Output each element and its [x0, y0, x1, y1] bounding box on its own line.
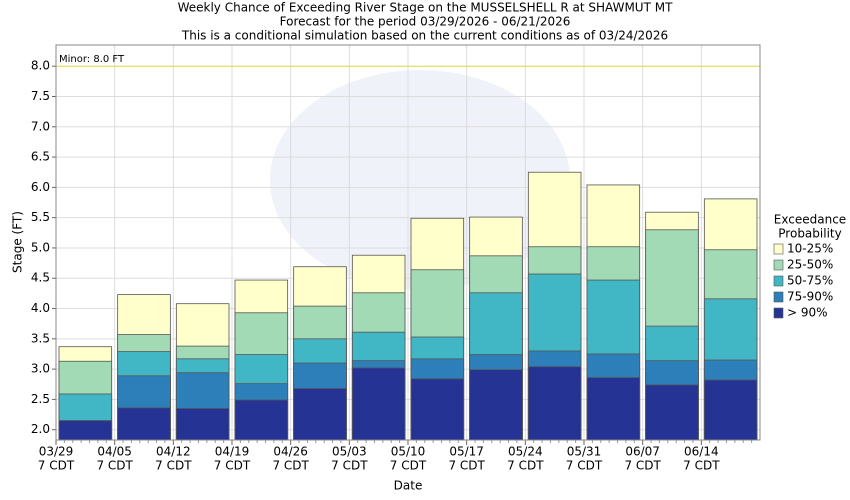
- legend-swatch: [773, 243, 784, 255]
- x-tick-label: 04/05: [97, 445, 132, 459]
- x-tick-sublabel: 7 CDT: [96, 459, 133, 473]
- x-tick-sublabel: 7 CDT: [624, 459, 661, 473]
- threshold-label: Minor: 8.0 FT: [59, 54, 125, 65]
- x-tick-label: 04/12: [156, 445, 191, 459]
- plot-border: [55, 44, 761, 441]
- x-tick-sublabel: 7 CDT: [390, 459, 427, 473]
- y-tick-label: 2.0: [31, 422, 50, 436]
- x-tick-sublabel: 7 CDT: [566, 459, 603, 473]
- x-tick-label: 04/19: [215, 445, 250, 459]
- bar: [586, 377, 641, 441]
- bar: [469, 369, 523, 441]
- legend-swatch: [773, 307, 784, 319]
- x-tick-sublabel: 7 CDT: [683, 459, 720, 473]
- x-axis-label: Date: [394, 479, 423, 493]
- x-tick-sublabel: 7 CDT: [331, 459, 368, 473]
- legend-label: > 90%: [787, 306, 828, 320]
- legend-swatch: [773, 275, 784, 287]
- legend-label: 75-90%: [787, 290, 833, 304]
- x-tick-label: 05/10: [391, 445, 426, 459]
- legend-title: Exceedance: [774, 213, 846, 227]
- bar: [58, 420, 113, 441]
- y-tick-label: 8.0: [31, 59, 50, 73]
- y-tick-label: 5.0: [31, 240, 50, 254]
- bar: [703, 379, 758, 441]
- y-tick-label: 7.5: [31, 89, 50, 103]
- chart-subtitle: This is a conditional simulation based o…: [181, 29, 668, 43]
- bar: [175, 408, 230, 441]
- legend-title: Probability: [778, 227, 841, 241]
- y-tick-label: 6.5: [31, 150, 50, 164]
- x-tick-label: 05/03: [332, 445, 367, 459]
- x-tick-sublabel: 7 CDT: [272, 459, 309, 473]
- y-axis-label: Stage (FT): [11, 211, 25, 273]
- bar: [527, 366, 582, 441]
- x-tick-label: 05/31: [567, 445, 602, 459]
- x-tick-sublabel: 7 CDT: [155, 459, 192, 473]
- y-tick-label: 3.5: [31, 331, 50, 345]
- x-tick-sublabel: 7 CDT: [38, 459, 75, 473]
- y-tick-label: 7.0: [31, 119, 50, 133]
- bar: [117, 407, 171, 441]
- x-tick-sublabel: 7 CDT: [507, 459, 544, 473]
- legend-label: 25-50%: [787, 258, 833, 272]
- x-tick-label: 05/17: [449, 445, 484, 459]
- x-tick-label: 06/07: [625, 445, 660, 459]
- y-tick-label: 5.5: [31, 210, 50, 224]
- bar: [234, 399, 289, 441]
- y-tick-label: 6.0: [31, 180, 50, 194]
- bar: [410, 378, 465, 441]
- bar: [351, 367, 406, 441]
- bar: [293, 388, 347, 441]
- legend-swatch: [773, 291, 784, 303]
- x-tick-label: 05/24: [508, 445, 543, 459]
- chart-subtitle: Forecast for the period 03/29/2026 - 06/…: [280, 15, 571, 29]
- chart-title: Weekly Chance of Exceeding River Stage o…: [178, 1, 674, 15]
- y-tick-label: 2.5: [31, 392, 50, 406]
- legend-swatch: [773, 259, 784, 271]
- legend-label: 50-75%: [787, 274, 833, 288]
- x-tick-sublabel: 7 CDT: [448, 459, 485, 473]
- bar: [645, 384, 699, 441]
- x-tick-label: 04/26: [273, 445, 308, 459]
- y-tick-label: 4.5: [31, 271, 50, 285]
- legend-label: 10-25%: [787, 242, 833, 256]
- y-tick-label: 4.0: [31, 301, 50, 315]
- y-tick-label: 3.0: [31, 362, 50, 376]
- x-tick-sublabel: 7 CDT: [214, 459, 251, 473]
- x-tick-label: 03/29: [39, 445, 74, 459]
- x-tick-label: 06/14: [684, 445, 719, 459]
